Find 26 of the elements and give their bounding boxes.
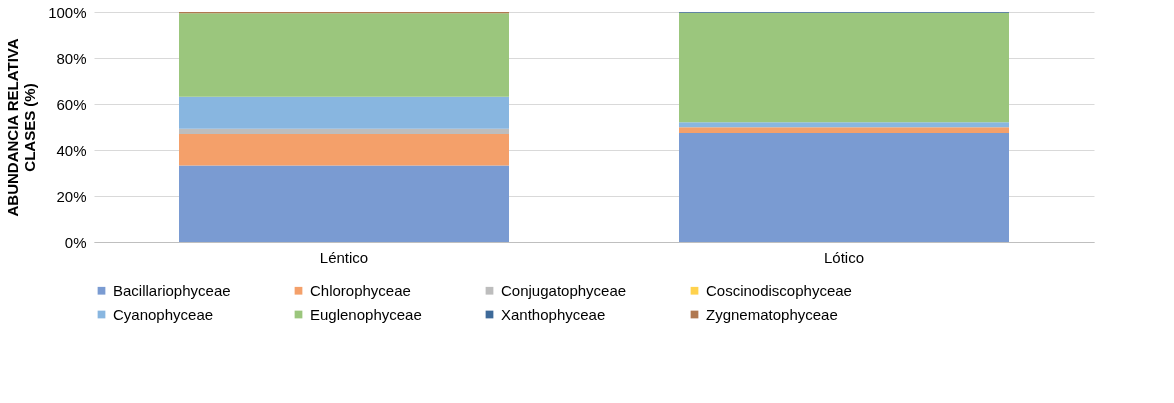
bar: [179, 165, 509, 242]
y-tick-label: 60%: [56, 95, 87, 113]
bar: [179, 96, 509, 129]
y-tick-label: 20%: [56, 187, 87, 205]
x-tick-label: Lótico: [823, 248, 865, 266]
y-axis-title: ABUNDANCIA RELATIVA CLASES (%): [4, 38, 39, 217]
legend-label: Euglenophyceae: [310, 305, 422, 323]
bar: [179, 128, 509, 134]
legend-label: Coscinodiscophyceae: [706, 281, 852, 299]
bar: [179, 13, 509, 97]
y-tick-label: 40%: [56, 141, 87, 159]
legend-label: Conjugatophyceae: [501, 281, 627, 299]
x-tick-label: Léntico: [319, 248, 369, 266]
y-tick-label: 100%: [48, 3, 87, 21]
legend-label: Bacillariophyceae: [113, 281, 231, 299]
y-tick-label: 80%: [56, 49, 87, 67]
legend-label: Chlorophyceae: [310, 281, 411, 299]
legend-label: Cyanophyceae: [113, 305, 214, 323]
y-tick-label: 0%: [64, 233, 87, 251]
legend-label: Zygnematophyceae: [706, 305, 838, 323]
bar: [679, 132, 1009, 242]
bar: [679, 122, 1009, 128]
bar: [679, 12, 1009, 123]
legend-label: Xanthophyceae: [501, 305, 606, 323]
bar: [679, 127, 1009, 133]
bar: [179, 133, 509, 166]
